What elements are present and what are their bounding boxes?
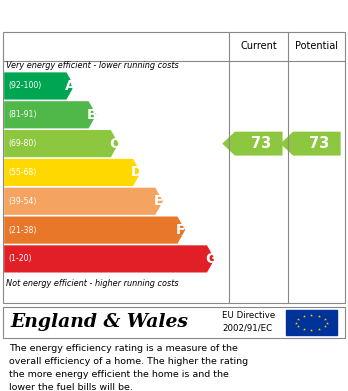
Polygon shape [4, 217, 185, 244]
Text: B: B [87, 108, 97, 122]
Text: 73: 73 [251, 136, 271, 151]
Text: (55-68): (55-68) [8, 168, 37, 177]
Text: D: D [131, 165, 142, 179]
Polygon shape [4, 130, 119, 157]
Text: Very energy efficient - lower running costs: Very energy efficient - lower running co… [6, 61, 179, 70]
Text: C: C [109, 136, 119, 151]
Text: 73: 73 [309, 136, 329, 151]
Bar [286, 310, 337, 335]
Text: England & Wales: England & Wales [10, 313, 188, 331]
Text: G: G [205, 252, 216, 266]
Text: Current: Current [240, 41, 277, 51]
Text: Energy Efficiency Rating: Energy Efficiency Rating [9, 7, 211, 22]
Text: A: A [64, 79, 75, 93]
Text: (39-54): (39-54) [8, 197, 37, 206]
Polygon shape [4, 101, 96, 128]
Text: (69-80): (69-80) [8, 139, 37, 148]
Text: Not energy efficient - higher running costs: Not energy efficient - higher running co… [6, 279, 179, 288]
Text: (81-91): (81-91) [8, 110, 37, 119]
Text: (92-100): (92-100) [8, 81, 42, 90]
Polygon shape [4, 188, 163, 215]
Text: EU Directive
2002/91/EC: EU Directive 2002/91/EC [222, 311, 275, 333]
Polygon shape [222, 132, 283, 156]
Text: (21-38): (21-38) [8, 226, 37, 235]
Text: (1-20): (1-20) [8, 255, 32, 264]
Text: E: E [154, 194, 164, 208]
Text: Potential: Potential [295, 41, 338, 51]
Text: F: F [176, 223, 186, 237]
Polygon shape [4, 245, 215, 273]
Text: The energy efficiency rating is a measure of the
overall efficiency of a home. T: The energy efficiency rating is a measur… [9, 344, 248, 391]
Polygon shape [4, 72, 74, 100]
Polygon shape [280, 132, 341, 156]
Polygon shape [4, 159, 141, 186]
Bar [3, 307, 345, 338]
